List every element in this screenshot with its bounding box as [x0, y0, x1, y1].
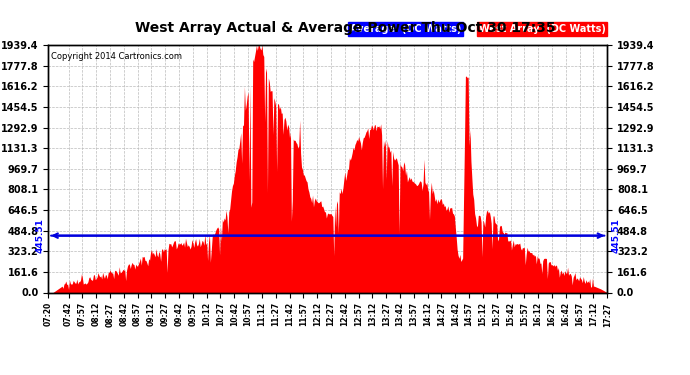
- Text: West Array Actual & Average Power Thu Oct 30 17:35: West Array Actual & Average Power Thu Oc…: [135, 21, 555, 34]
- Text: Average  (DC Watts): Average (DC Watts): [350, 24, 462, 34]
- Text: Copyright 2014 Cartronics.com: Copyright 2014 Cartronics.com: [51, 53, 182, 62]
- Text: West Array  (DC Watts): West Array (DC Watts): [479, 24, 606, 34]
- Text: 445.51: 445.51: [35, 218, 44, 253]
- Text: 445.51: 445.51: [611, 218, 620, 253]
